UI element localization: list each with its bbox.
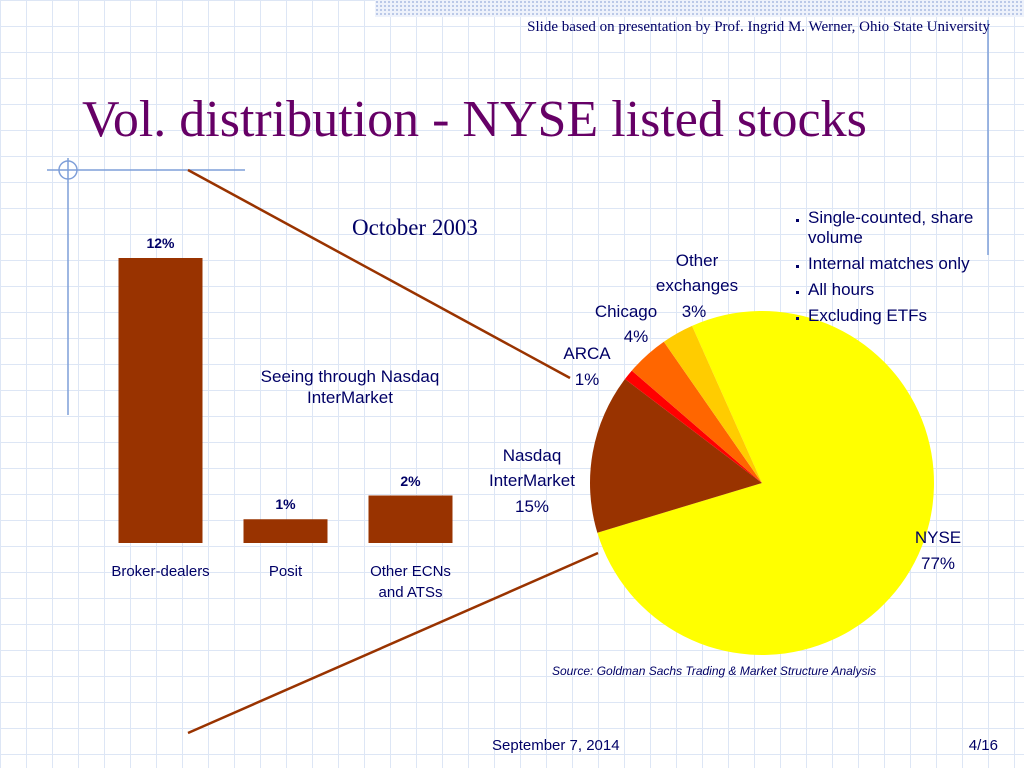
slice-value: 4%	[623, 327, 649, 346]
pie-title: October 2003	[352, 215, 478, 240]
page-number: 4/16	[968, 737, 998, 754]
slice-value: 3%	[681, 302, 707, 321]
slice-value: 1%	[574, 370, 600, 389]
bar	[118, 258, 203, 543]
slice-label: NYSE	[914, 528, 962, 547]
pie-slice	[631, 341, 762, 483]
bar	[368, 495, 453, 543]
bullet: Single-counted, share volume	[808, 208, 1008, 248]
slice-label: ARCA	[563, 344, 611, 363]
bar	[243, 519, 328, 543]
x-tick-label: Broker-dealers	[111, 563, 210, 580]
pie-slice	[597, 310, 934, 655]
value-label: 2%	[400, 472, 421, 489]
pie-slice	[663, 325, 762, 483]
slide-title: Vol. distribution - NYSE listed stocks	[82, 91, 867, 148]
decor-circle	[58, 160, 78, 180]
header-band	[375, 0, 1024, 17]
x-tick-label: Other ECNs and ATSs	[370, 563, 451, 601]
bullet-list: Single-counted, share volume Internal ma…	[770, 208, 1008, 332]
bullet: Excluding ETFs	[808, 306, 1008, 326]
slice-label: Chicago	[594, 302, 658, 321]
slice-label: Nasdaq InterMarket	[489, 446, 575, 490]
header-note: Slide based on presentation by Prof. Ing…	[527, 19, 990, 35]
slice-label: Other exchanges	[655, 251, 739, 295]
slice-value: 15%	[514, 497, 550, 516]
source: Source: Goldman Sachs Trading & Market S…	[552, 664, 877, 678]
footer-date: September 7, 2014	[492, 737, 620, 754]
slice-value: 77%	[920, 554, 956, 573]
annotation: Seeing through Nasdaq InterMarket	[260, 367, 440, 407]
x-tick-label: Posit	[268, 563, 303, 580]
pie-slice	[624, 370, 762, 483]
pie-slice	[590, 379, 762, 533]
bullet: All hours	[808, 280, 1008, 300]
value-label: 12%	[146, 235, 175, 251]
connector-line	[187, 168, 571, 380]
bullet: Internal matches only	[808, 254, 1008, 274]
value-label: 1%	[275, 496, 296, 513]
connector-line	[187, 551, 599, 735]
